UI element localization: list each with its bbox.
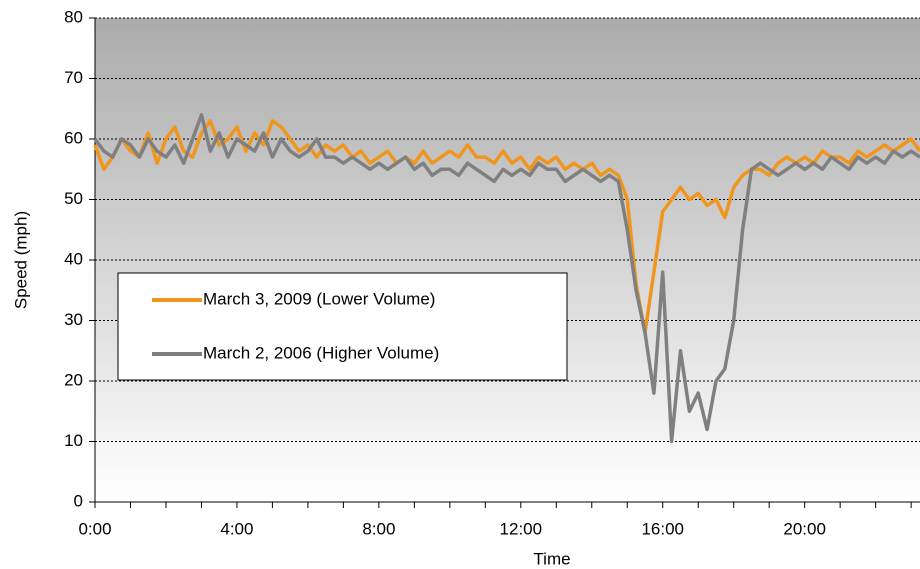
y-tick-label: 50: [64, 189, 83, 208]
y-tick-label: 80: [64, 7, 83, 26]
y-axis-label: Speed (mph): [11, 211, 30, 309]
x-tick-label: 16:00: [641, 519, 684, 538]
x-axis-label: Time: [533, 549, 570, 568]
y-tick-label: 30: [64, 310, 83, 329]
x-tick-label: 4:00: [220, 519, 253, 538]
y-tick-label: 0: [74, 491, 83, 510]
x-tick-label: 8:00: [362, 519, 395, 538]
data-line: [93, 113, 920, 444]
x-tick-label: 20:00: [783, 519, 826, 538]
legend-label: March 3, 2009 (Lower Volume): [203, 289, 435, 308]
x-tick-label: 0:00: [78, 519, 111, 538]
y-tick-label: 20: [64, 370, 83, 389]
legend-label: March 2, 2006 (Higher Volume): [203, 343, 439, 362]
y-tick-label: 40: [64, 249, 83, 268]
y-tick-label: 60: [64, 128, 83, 147]
x-tick-label: 12:00: [500, 519, 543, 538]
y-tick-label: 70: [64, 68, 83, 87]
data-line: [93, 119, 920, 335]
y-tick-label: 10: [64, 431, 83, 450]
legend-box: [117, 272, 568, 381]
